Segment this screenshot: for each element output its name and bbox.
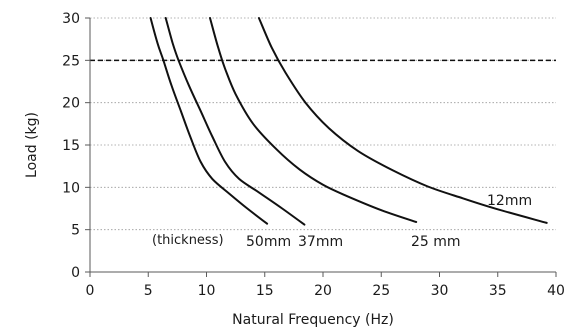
x-tick-label-0: 0	[86, 283, 95, 299]
x-tick-label-25: 25	[372, 283, 390, 299]
labels-layer: Natural Frequency (Hz) Load (kg) (thickn…	[24, 112, 532, 328]
series-label-50mm: 50mm	[246, 234, 291, 250]
series-line-12mm	[257, 17, 548, 224]
x-tick-label-10: 10	[198, 283, 216, 299]
y-tick-label-0: 0	[71, 265, 80, 281]
series-label-12mm: 12mm	[487, 193, 532, 209]
x-axis-label: Natural Frequency (Hz)	[232, 312, 394, 328]
series-label-37mm: 37mm	[298, 234, 343, 250]
y-tick-label-25: 25	[62, 53, 80, 69]
x-tick-label-5: 5	[144, 283, 153, 299]
y-tick-label-30: 30	[62, 11, 80, 27]
grid-layer	[90, 17, 556, 231]
axes: 0 5 10 15 20 25 30 0 5 10 15 20 25 30 35 40	[62, 11, 565, 299]
y-tick-label-20: 20	[62, 96, 80, 112]
y-tick-label-15: 15	[62, 138, 80, 154]
series-line-50mm	[149, 17, 269, 225]
y-tick-label-10: 10	[62, 180, 80, 196]
y-tick-label-5: 5	[71, 223, 80, 239]
x-tick-label-15: 15	[256, 283, 274, 299]
x-tick-label-30: 30	[431, 283, 449, 299]
x-tick-label-40: 40	[547, 283, 565, 299]
x-tick-label-35: 35	[489, 283, 507, 299]
y-axis-label: Load (kg)	[24, 112, 40, 178]
thickness-note: (thickness)	[152, 233, 224, 248]
series-line-25mm	[209, 17, 418, 223]
series-line-37mm	[164, 17, 306, 226]
series-layer	[149, 17, 548, 226]
series-label-25mm: 25 mm	[411, 234, 461, 250]
x-tick-label-20: 20	[314, 283, 332, 299]
